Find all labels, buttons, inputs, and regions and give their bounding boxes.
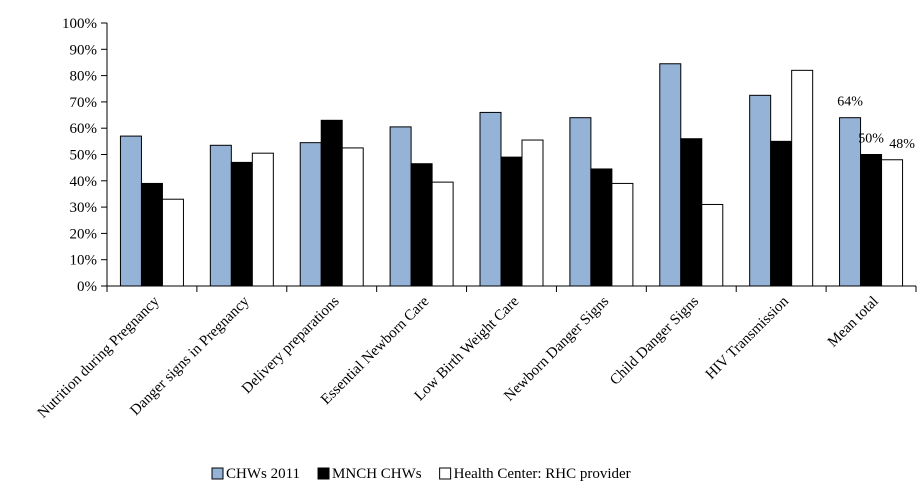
y-tick-label: 90%	[70, 42, 98, 58]
bar-1-2	[320, 119, 343, 287]
y-tick-label: 40%	[70, 174, 98, 190]
y-tick-label: 50%	[70, 148, 98, 164]
data-label: 50%	[858, 132, 884, 147]
x-tick-label: Newborn Danger Signs	[501, 293, 612, 404]
bar-0-2	[299, 142, 322, 287]
bar-0-4	[479, 111, 502, 287]
data-label: 48%	[889, 137, 915, 152]
y-tick-label: 70%	[70, 95, 98, 111]
bar-2-4	[521, 139, 544, 287]
y-tick-label: 0%	[77, 279, 97, 295]
y-tick-label: 100%	[62, 16, 97, 32]
bar-0-3	[389, 126, 412, 287]
x-tick-label: Mean total	[825, 294, 882, 351]
legend-label: Health Center: RHC provider	[454, 466, 631, 482]
bar-2-6	[701, 203, 724, 287]
bar-0-0	[119, 135, 142, 287]
data-label: 64%	[837, 95, 863, 110]
bars	[119, 63, 904, 287]
bar-2-7	[791, 69, 814, 287]
x-tick-label: Delivery preparations	[239, 293, 343, 397]
data-labels: 64% 50% 48%	[837, 95, 915, 152]
bar-1-8	[860, 154, 883, 287]
bar-2-5	[611, 182, 634, 287]
bar-1-7	[770, 140, 793, 287]
y-tick-label: 80%	[70, 69, 98, 85]
legend-label: CHWs 2011	[226, 466, 300, 482]
legend-swatch	[211, 467, 224, 480]
bar-1-0	[140, 182, 163, 287]
bar-0-6	[659, 63, 682, 287]
x-tick-label: HIV Transmission	[703, 293, 793, 383]
bar-1-1	[230, 161, 253, 287]
bar-1-3	[410, 163, 433, 287]
bar-1-6	[680, 138, 703, 287]
bar-1-5	[590, 168, 613, 287]
legend: CHWs 2011 MNCH CHWs Health Center: RHC pro…	[211, 466, 631, 482]
y-tick-label: 10%	[70, 253, 98, 269]
bar-2-1	[251, 152, 274, 287]
legend-swatch	[439, 467, 452, 480]
legend-swatch	[317, 467, 330, 480]
y-tick-label: 20%	[70, 226, 98, 242]
bar-0-1	[209, 144, 232, 287]
x-tick-label: Child Danger Signs	[607, 293, 702, 388]
legend-label: MNCH CHWs	[332, 466, 422, 482]
bar-2-3	[431, 181, 454, 287]
bar-2-8	[881, 159, 904, 287]
y-tick-label: 30%	[70, 200, 98, 216]
bar-1-4	[500, 156, 523, 287]
bar-0-5	[569, 117, 592, 287]
bar-0-7	[749, 94, 772, 287]
y-tick-label: 60%	[70, 121, 98, 137]
bar-2-2	[341, 147, 364, 287]
bar-2-0	[161, 198, 184, 287]
y-axis: 0% 10% 20% 30% 40% 50% 60% 70% 80% 90% 100%	[62, 16, 108, 295]
